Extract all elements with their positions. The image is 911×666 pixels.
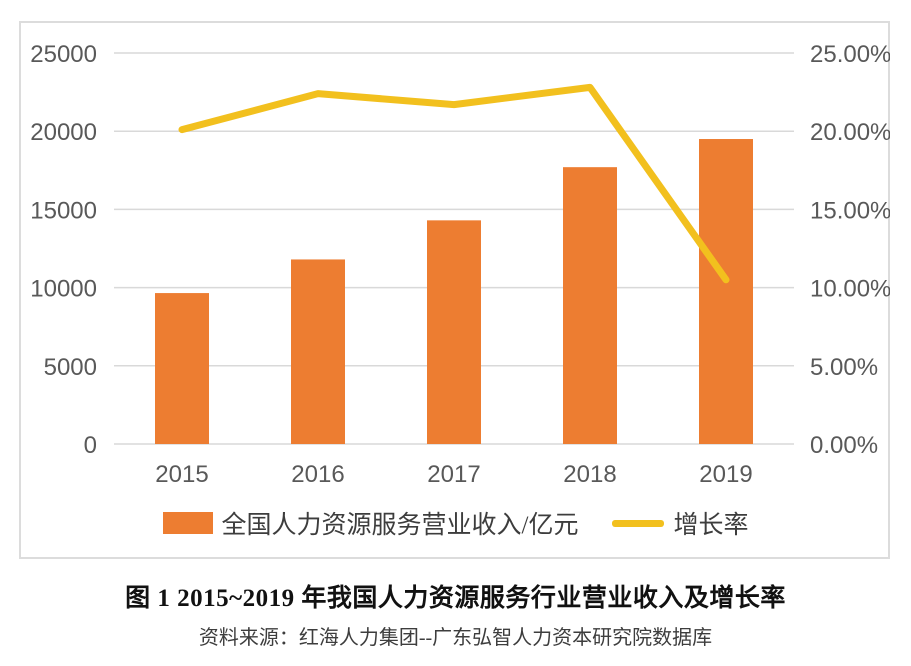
right-axis-tick-label: 0.00%	[810, 432, 878, 459]
x-axis-label-2018: 2018	[563, 461, 616, 488]
legend-label-revenue: 全国人力资源服务营业收入/亿元	[221, 512, 579, 539]
right-axis-tick-label: 15.00%	[810, 197, 890, 224]
left-axis-tick-label: 5000	[44, 354, 97, 381]
legend-bar-swatch-icon	[162, 512, 213, 534]
left-axis-tick-label: 15000	[30, 197, 97, 224]
left-axis-tick-label: 0	[84, 432, 97, 459]
bar-2017	[427, 220, 481, 444]
bar-2019	[699, 139, 753, 444]
x-axis-label-2016: 2016	[291, 461, 344, 488]
right-axis-tick-label: 10.00%	[810, 276, 890, 303]
x-axis-label-2017: 2017	[427, 461, 480, 488]
legend-item-revenue: 全国人力资源服务营业收入/亿元	[162, 505, 579, 541]
chart-area: 25000 20000 15000 10000 5000 0 25.00% 20.00% 15.…	[19, 21, 890, 559]
legend-label-growth: 增长率	[673, 512, 749, 539]
figure-source: 资料来源：红海人力集团--广东弘智人力资本研究院数据库	[198, 627, 713, 649]
right-axis-tick-label: 5.00%	[810, 354, 878, 381]
legend-line-swatch-icon	[612, 519, 665, 527]
legend-item-growth: 增长率	[612, 505, 748, 541]
bar-2015	[155, 293, 209, 444]
chart-legend: 全国人力资源服务营业收入/亿元 增长率	[21, 505, 890, 541]
left-axis-tick-label: 20000	[30, 119, 97, 146]
growth-rate-line	[178, 83, 730, 284]
bar-2018	[563, 167, 617, 444]
combo-chart-canvas: 25000 20000 15000 10000 5000 0 25.00% 20.00% 15.…	[30, 41, 890, 488]
caption-block: 图 1 2015~2019 年我国人力资源服务行业营业收入及增长率 资料来源：红…	[0, 578, 911, 650]
left-axis-tick-label: 10000	[30, 276, 97, 303]
x-axis-label-2015: 2015	[155, 461, 208, 488]
bar-2016	[291, 259, 345, 444]
figure-caption: 图 1 2015~2019 年我国人力资源服务行业营业收入及增长率	[125, 585, 786, 612]
left-axis-tick-label: 25000	[30, 41, 97, 68]
x-axis-label-2019: 2019	[699, 461, 752, 488]
right-axis-tick-label: 25.00%	[810, 41, 890, 68]
right-axis-tick-label: 20.00%	[810, 119, 890, 146]
